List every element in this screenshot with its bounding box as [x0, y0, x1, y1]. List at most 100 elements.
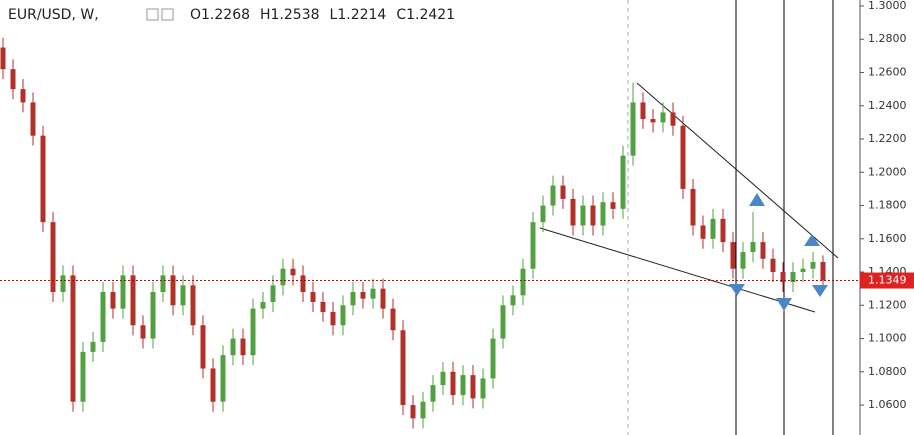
arrow-down [729, 284, 745, 296]
candle-body [410, 405, 416, 419]
arrows [729, 193, 828, 311]
candle-body [220, 355, 226, 402]
y-tick-label: 1.2200 [868, 132, 907, 145]
candle-body [320, 301, 326, 312]
ohlc-value: O1.2268 [190, 7, 250, 23]
candle-body [300, 275, 306, 292]
candle-body [620, 155, 626, 209]
candle-body [660, 112, 666, 123]
candle-body [740, 252, 746, 269]
candle-body [160, 275, 166, 292]
candle-body [700, 225, 706, 239]
candle-body [260, 301, 266, 309]
candle-body [560, 185, 566, 199]
candle-body [140, 325, 146, 339]
candle-body [170, 275, 176, 306]
trend-line [539, 227, 816, 313]
candle-body [240, 338, 246, 356]
last-price-box [860, 272, 914, 289]
candle-body [280, 268, 286, 286]
candle-body [440, 371, 446, 386]
candle-body [190, 285, 196, 326]
candle-body [820, 262, 826, 281]
candle-body [40, 135, 46, 223]
candle-body [180, 285, 186, 306]
candle-body [80, 351, 86, 402]
candle-body [130, 275, 136, 326]
candle-body [770, 258, 776, 273]
candle-body [60, 275, 66, 292]
candle-body [470, 375, 476, 399]
trend-line [636, 82, 839, 259]
candle-body [730, 242, 736, 269]
candle-body [590, 205, 596, 226]
candle-body [290, 268, 296, 276]
candle-body [310, 291, 316, 302]
y-tick-label: 1.2600 [868, 66, 907, 79]
candle-body [150, 291, 156, 339]
candle-body [580, 205, 586, 226]
arrow-up [749, 193, 765, 206]
candle-body [750, 242, 756, 253]
candle-body [390, 308, 396, 331]
last-price-label: 1.1349 [868, 274, 907, 287]
candle-body [420, 401, 426, 419]
ohlc-value: H1.2538 [260, 7, 320, 23]
candle-body [340, 305, 346, 326]
candle-body [460, 375, 466, 396]
arrow-down [776, 298, 792, 311]
candle-body [400, 330, 406, 406]
candle-body [20, 89, 26, 103]
candle-body [490, 338, 496, 379]
candle-body [570, 198, 576, 226]
candle-body [690, 188, 696, 226]
candle-body [500, 305, 506, 339]
candle-body [270, 285, 276, 302]
candle-body [710, 218, 716, 239]
candle-body [610, 202, 616, 209]
candle-body [30, 102, 36, 136]
candle-body [600, 202, 606, 226]
candle-body [100, 291, 106, 342]
icon[interactable] [161, 8, 174, 21]
candle-body [90, 341, 96, 352]
candle-body [50, 222, 56, 292]
annotations [539, 0, 839, 435]
y-tick-label: 1.0800 [868, 365, 907, 378]
candle-body [330, 311, 336, 326]
candle-body [650, 119, 656, 123]
candle-body [430, 385, 436, 402]
candle-body [230, 338, 236, 356]
icon[interactable] [146, 8, 159, 21]
y-tick-label: 1.1000 [868, 332, 907, 345]
candle-body [360, 291, 366, 299]
candle-body [350, 291, 356, 306]
candle-body [670, 112, 676, 126]
candle-body [380, 288, 386, 309]
arrow-down [812, 285, 828, 297]
ohlc-value: L1.2214 [330, 7, 387, 23]
y-tick-label: 1.3000 [868, 0, 907, 12]
symbol: EUR/USD, W, [8, 7, 99, 23]
candle-body [810, 262, 816, 269]
candle-body [70, 275, 76, 402]
y-tick-label: 1.2400 [868, 99, 907, 112]
candle-body [450, 371, 456, 396]
y-tick-label: 1.2800 [868, 32, 907, 45]
y-tick-label: 1.1800 [868, 199, 907, 212]
candle-body [480, 378, 486, 399]
candle-body [800, 268, 806, 273]
y-tick-label: 1.1600 [868, 232, 907, 245]
candle-body [210, 368, 216, 402]
ohlc-value: C1.2421 [396, 7, 455, 23]
header-bg [0, 0, 460, 28]
candle-body [0, 47, 6, 70]
y-tick-label: 1.0600 [868, 398, 907, 411]
candle-body [640, 102, 646, 120]
candle-body [250, 308, 256, 356]
y-tick-label: 1.1200 [868, 298, 907, 311]
candle-body [530, 222, 536, 269]
arrow-up [804, 234, 820, 246]
candle-body [520, 268, 526, 296]
candle-body [780, 272, 786, 283]
